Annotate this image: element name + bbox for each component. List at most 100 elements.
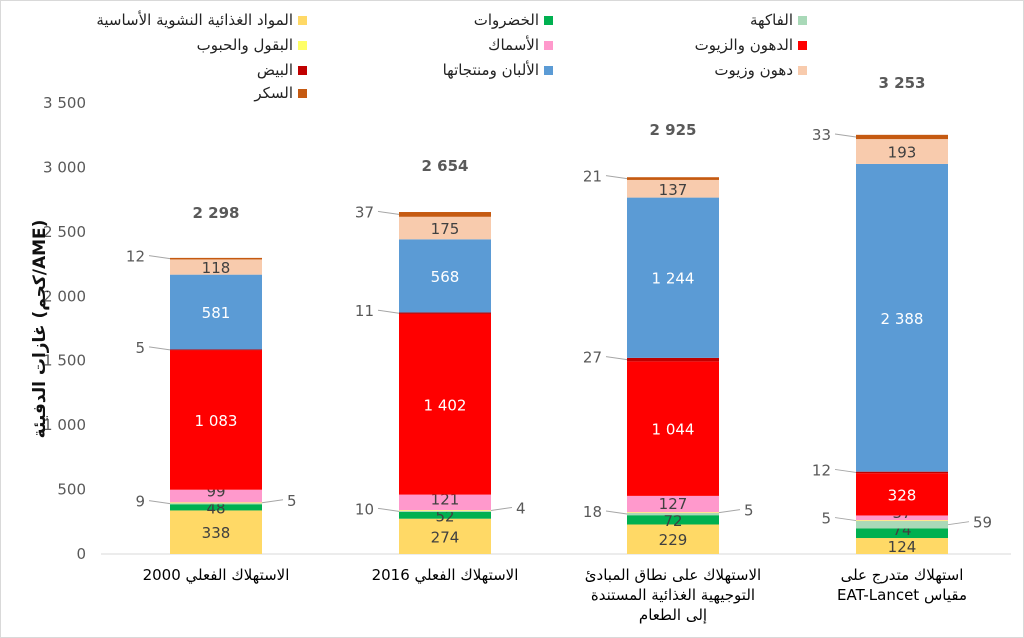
data-label: 5 (135, 339, 145, 357)
legend-item: الدهون والزيوت (695, 36, 807, 54)
bar-segment (170, 259, 262, 275)
legend-item: المواد الغذائية النشوية الأساسية (96, 11, 307, 29)
data-label: 9 (135, 493, 145, 511)
bar-segment (627, 177, 719, 180)
bar-total: 2 654 (422, 157, 469, 175)
bar-total: 2 298 (193, 204, 240, 222)
bar-segment (627, 512, 719, 514)
legend-label: دهون وزيوت (714, 61, 793, 79)
data-label: 12 (812, 461, 831, 479)
data-label: 127 (659, 495, 688, 513)
legend-swatch (544, 15, 553, 25)
bar-segment (856, 515, 948, 521)
data-label: 1 044 (652, 421, 695, 439)
y-tick-label: 3 000 (43, 158, 86, 176)
category-label: التوجيهية الغذائية المستندة (591, 586, 755, 604)
bar-segment (627, 495, 719, 513)
leader-line (377, 309, 400, 314)
bar-segment (399, 212, 491, 217)
legend-item: البقول والحبوب (197, 36, 307, 54)
legend-label: المواد الغذائية النشوية الأساسية (96, 11, 293, 29)
data-label: 274 (431, 528, 460, 546)
category-label: الاستهلاك الفعلي 2016 (372, 566, 519, 585)
bar-segment (399, 312, 491, 314)
y-tick-label: 1 500 (43, 352, 86, 370)
bar-segment (856, 139, 948, 164)
data-label: 1 244 (652, 270, 695, 288)
bar-segment (856, 520, 948, 522)
y-tick-label: 500 (57, 481, 86, 499)
leader-line (834, 517, 857, 522)
legend-label: الألبان ومنتجاتها (442, 61, 539, 79)
data-label: 338 (202, 524, 231, 542)
data-label: 11 (355, 302, 374, 320)
category-label: إلى الطعام (639, 606, 707, 624)
legend-swatch (798, 15, 807, 25)
leader-line (718, 509, 741, 514)
bar-total: 3 253 (879, 74, 926, 92)
category-label: استهلاك متدرج على (841, 566, 964, 585)
data-label: 4 (516, 499, 526, 517)
bar-segment (170, 489, 262, 503)
data-label: 5 (821, 510, 831, 528)
bar-segment (856, 538, 948, 554)
leader-line (605, 175, 628, 180)
bar-segment (856, 528, 948, 539)
data-label: 5 (744, 502, 754, 520)
leader-line (148, 500, 171, 505)
leader-line (261, 499, 284, 504)
legend-item: الفاكهة (750, 11, 807, 29)
data-label: 12 (126, 248, 145, 266)
leader-line (947, 521, 970, 526)
y-tick-label: 2 500 (43, 223, 86, 241)
category-label: الاستهلاك الفعلي 2000 (143, 566, 290, 585)
bar-segment (627, 197, 719, 358)
bar-segment (170, 257, 262, 260)
bar-segment (399, 313, 491, 495)
data-label: 2 388 (881, 310, 924, 328)
y-tick-label: 2 000 (43, 287, 86, 305)
data-label: 1 083 (195, 412, 238, 430)
bar-segment (627, 361, 719, 496)
legend-label: الدهون والزيوت (694, 36, 793, 54)
data-label: 21 (583, 168, 602, 186)
data-label: 118 (202, 259, 231, 277)
bar-segment (627, 357, 719, 362)
legend-label: الفاكهة (750, 11, 793, 29)
data-label: 1 402 (424, 396, 467, 414)
legend-label: الأسماك (488, 36, 539, 54)
bar-segment (399, 518, 491, 554)
leader-line (834, 468, 857, 473)
category-label: الاستهلاك على نطاق المبادئ (585, 566, 761, 584)
legend-item: السكر (254, 84, 307, 102)
leader-line (377, 210, 400, 215)
y-tick-label: 0 (76, 545, 86, 563)
legend-swatch (544, 40, 553, 50)
category-label: مقياس EAT-Lancet (837, 586, 967, 604)
legend-swatch (298, 88, 307, 98)
data-label: 175 (431, 220, 460, 238)
bar-segment (627, 515, 719, 525)
legend-label: السكر (254, 84, 293, 102)
legend-swatch (798, 40, 807, 50)
bar-segment (399, 239, 491, 313)
legend-swatch (798, 65, 807, 75)
data-label: 568 (431, 268, 460, 286)
bar-total: 2 925 (650, 121, 697, 139)
leader-line (148, 255, 171, 260)
y-axis-title: غازات الدفيئة (كجم/AME) (30, 220, 50, 439)
bar-segment (856, 520, 948, 529)
bar-segment (627, 512, 719, 516)
legend-swatch (298, 65, 307, 75)
y-tick-label: 1 000 (43, 416, 86, 434)
legend-swatch (298, 40, 307, 50)
legend-item: البيض (257, 61, 307, 79)
bar-segment (627, 524, 719, 554)
data-label: 328 (888, 486, 917, 504)
legend-label: الخضروات (473, 11, 539, 29)
bar-segment (170, 502, 262, 504)
data-label: 581 (202, 304, 231, 322)
bar-segment (170, 503, 262, 505)
data-label: 27 (583, 349, 602, 367)
